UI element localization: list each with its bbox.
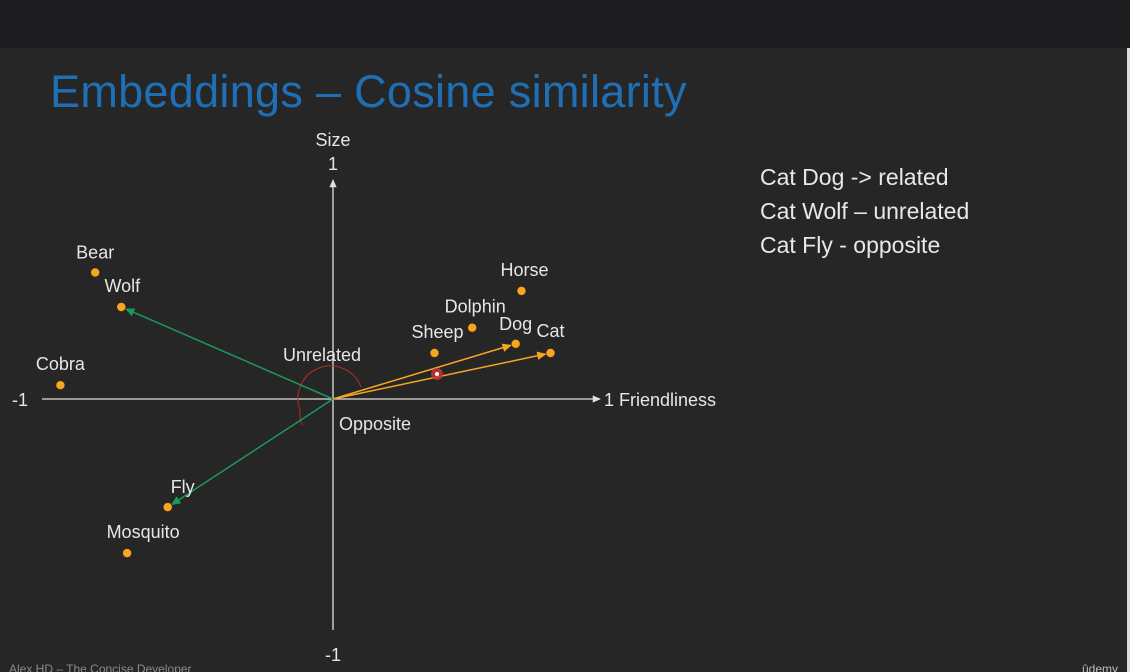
annotation-unrelated: Unrelated xyxy=(283,345,361,365)
point-horse xyxy=(516,286,527,296)
point-dolphin xyxy=(467,322,478,333)
x-tick-left: -1 xyxy=(12,390,28,410)
point-label-cat: Cat xyxy=(536,321,564,341)
vectors xyxy=(124,308,547,505)
point-label-mosquito: Mosquito xyxy=(107,522,180,542)
vector-wolf xyxy=(124,308,334,400)
y-tick-top: 1 xyxy=(328,154,338,174)
top-bar xyxy=(0,0,1130,48)
point-cat xyxy=(545,348,556,358)
y-tick-bottom: -1 xyxy=(325,645,341,665)
note-line: Cat Fly - opposite xyxy=(760,232,941,258)
window-edge xyxy=(1127,48,1130,672)
point-cobra xyxy=(55,380,66,391)
y-axis-label: Size xyxy=(315,130,350,150)
point-sheep xyxy=(429,348,440,358)
notes: Cat Dog -> related Cat Wolf – unrelated … xyxy=(760,160,969,262)
angle-arc-opposite xyxy=(299,409,303,426)
point-bear xyxy=(90,267,100,278)
point-wolf xyxy=(116,302,127,312)
point-mosquito xyxy=(122,548,132,558)
point-label-dog: Dog xyxy=(499,314,532,334)
x-axis-label: Friendliness xyxy=(619,390,716,410)
vector-dog xyxy=(332,343,512,400)
point-label-dolphin: Dolphin xyxy=(445,297,506,317)
points: Bear Wolf Cobra Horse Dolphin Sheep Dog Cat Fly M… xyxy=(36,243,565,558)
point-label-sheep: Sheep xyxy=(411,322,463,342)
note-line: Cat Dog -> related xyxy=(760,164,949,190)
cursor-dot xyxy=(435,372,439,376)
point-fly xyxy=(162,502,173,512)
slide-title: Embeddings – Cosine similarity xyxy=(50,66,687,117)
annotation-opposite: Opposite xyxy=(339,414,411,434)
vector-fly xyxy=(171,398,334,505)
footer-credit: Alex HD – The Concise Developer xyxy=(9,662,192,672)
point-label-cobra: Cobra xyxy=(36,354,86,374)
point-label-horse: Horse xyxy=(500,260,548,280)
x-tick-right: 1 xyxy=(604,390,614,410)
point-label-fly: Fly xyxy=(171,477,195,497)
point-label-bear: Bear xyxy=(76,243,114,263)
point-dog xyxy=(510,338,521,349)
angle-arc-unrelated xyxy=(297,365,362,411)
point-label-wolf: Wolf xyxy=(104,276,141,296)
udemy-logo: ûdemy xyxy=(1082,662,1119,672)
note-line: Cat Wolf – unrelated xyxy=(760,198,970,224)
